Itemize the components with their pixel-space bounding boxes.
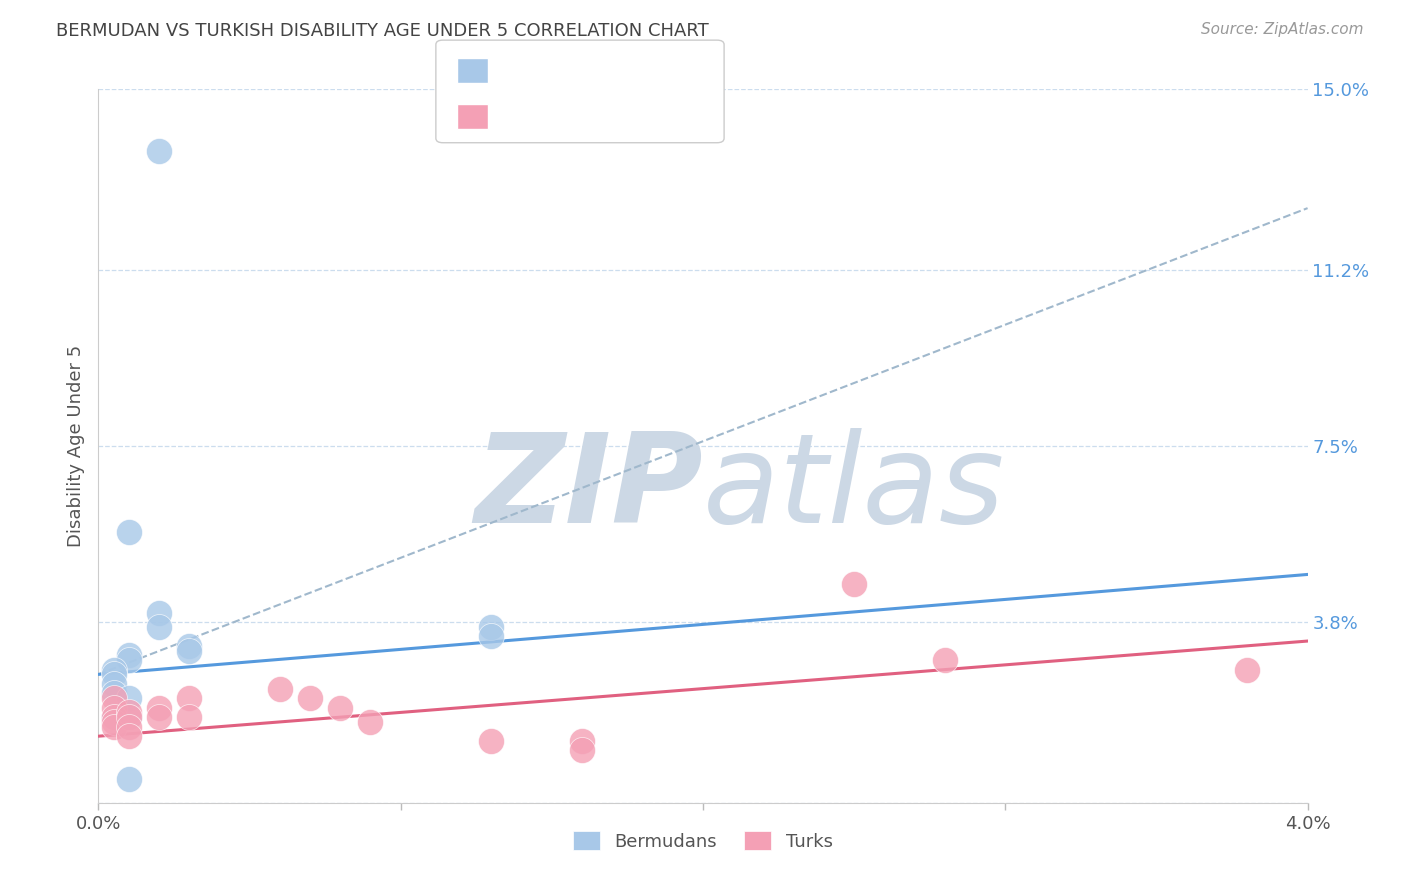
Text: N =: N =	[595, 89, 647, 107]
Point	[481, 620, 503, 634]
Text: BERMUDAN VS TURKISH DISABILITY AGE UNDER 5 CORRELATION CHART: BERMUDAN VS TURKISH DISABILITY AGE UNDER…	[56, 22, 709, 40]
Point	[103, 710, 125, 724]
Point	[118, 710, 141, 724]
Point	[103, 663, 125, 677]
Point	[571, 743, 593, 757]
Text: ZIP: ZIP	[474, 428, 703, 549]
Point	[148, 710, 170, 724]
Point	[934, 653, 956, 667]
Point	[118, 729, 141, 743]
Point	[118, 710, 141, 724]
Point	[179, 639, 201, 653]
Point	[103, 667, 125, 681]
Point	[118, 706, 141, 720]
Point	[148, 606, 170, 620]
Text: 0.494: 0.494	[541, 89, 598, 107]
Point	[844, 577, 866, 591]
Text: 17: 17	[647, 89, 672, 107]
Point	[103, 714, 125, 729]
Point	[103, 710, 125, 724]
Point	[360, 714, 382, 729]
Point	[118, 524, 141, 539]
Point	[118, 648, 141, 663]
Text: R =: R =	[499, 55, 538, 73]
Text: R =: R =	[499, 89, 538, 107]
Text: atlas: atlas	[703, 428, 1005, 549]
Text: 18: 18	[647, 55, 672, 73]
Point	[269, 681, 291, 696]
Text: 0.186: 0.186	[541, 55, 599, 73]
Point	[118, 691, 141, 706]
Point	[1236, 663, 1258, 677]
Legend: Bermudans, Turks: Bermudans, Turks	[565, 824, 841, 858]
Point	[118, 720, 141, 734]
Point	[118, 772, 141, 786]
Point	[148, 620, 170, 634]
Point	[103, 691, 125, 706]
Point	[571, 734, 593, 748]
Point	[481, 629, 503, 643]
Point	[148, 700, 170, 714]
Y-axis label: Disability Age Under 5: Disability Age Under 5	[66, 345, 84, 547]
Point	[118, 653, 141, 667]
Point	[103, 677, 125, 691]
Point	[103, 720, 125, 734]
Point	[179, 643, 201, 657]
Point	[148, 144, 170, 158]
Point	[299, 691, 322, 706]
Point	[179, 691, 201, 706]
Text: Source: ZipAtlas.com: Source: ZipAtlas.com	[1201, 22, 1364, 37]
Text: N =: N =	[595, 55, 647, 73]
Point	[103, 700, 125, 714]
Point	[103, 686, 125, 700]
Point	[179, 710, 201, 724]
Point	[481, 734, 503, 748]
Point	[329, 700, 352, 714]
